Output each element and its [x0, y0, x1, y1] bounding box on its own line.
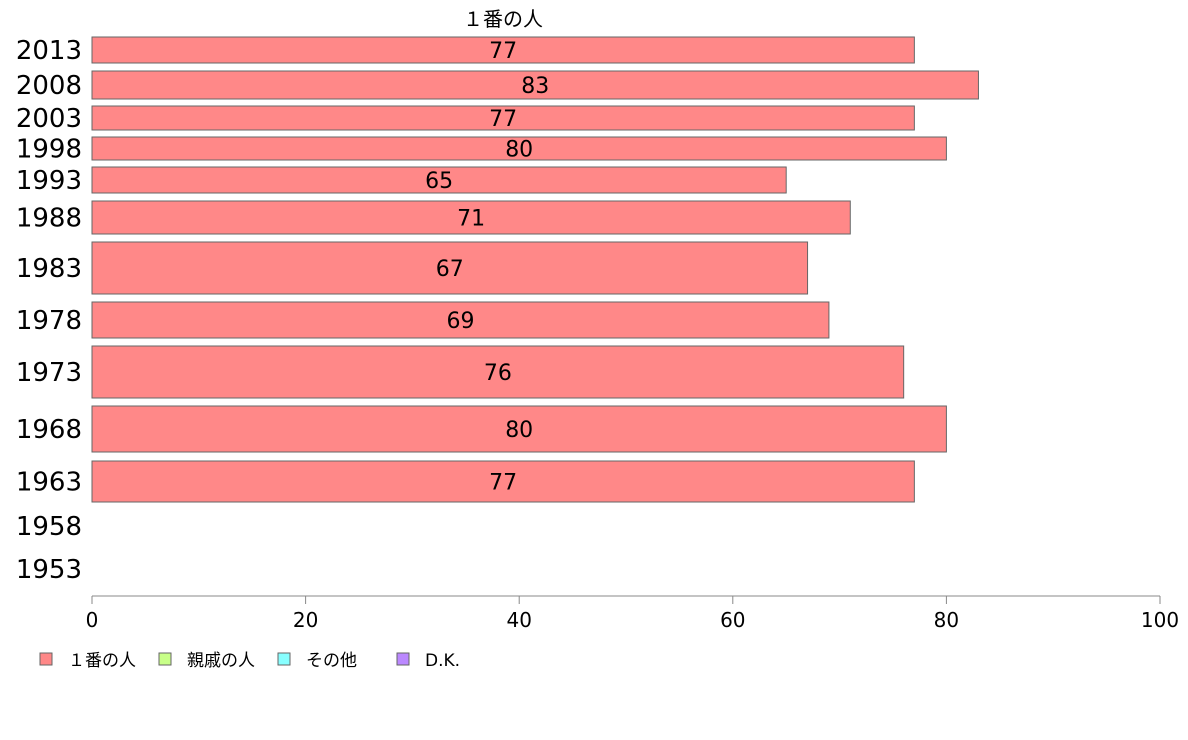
category-label-1968: 1968: [16, 415, 82, 445]
data-label-1983: 67: [436, 257, 464, 282]
bar-1968: [91, 405, 947, 453]
legend-swatch: [39, 652, 53, 666]
data-label-1963: 77: [489, 471, 517, 496]
data-label-1998: 80: [505, 138, 533, 163]
category-label-2013: 2013: [16, 36, 82, 66]
data-label-1968: 80: [505, 418, 533, 443]
legend-label: その他: [306, 651, 357, 671]
x-axis: 0 20 40 60 80 100: [86, 595, 1179, 632]
legend-label: 親戚の人: [187, 651, 255, 671]
bar-1973: [91, 345, 905, 399]
data-label-1988: 71: [457, 207, 485, 232]
category-label-1988: 1988: [16, 204, 82, 234]
data-label-2003: 77: [489, 107, 517, 132]
data-label-1993: 65: [425, 169, 453, 194]
category-label-1998: 1998: [16, 135, 82, 165]
category-label-1958: 1958: [16, 512, 82, 542]
bar-1983: [91, 241, 809, 295]
data-label-2013: 77: [489, 39, 517, 64]
x-tick-label: 20: [293, 608, 318, 632]
legend-swatch: [396, 652, 410, 666]
data-label-2008: 83: [521, 74, 549, 99]
x-tick-label: 40: [506, 608, 531, 632]
bar-1998: [91, 136, 947, 161]
category-label-1983: 1983: [16, 254, 82, 284]
category-label-1963: 1963: [16, 468, 82, 498]
data-label-1978: 69: [446, 309, 474, 334]
bar-2003: [91, 105, 915, 131]
bar-1963: [91, 460, 915, 503]
x-tick-label: 100: [1141, 608, 1179, 632]
x-tick-label: 60: [720, 608, 745, 632]
category-label-2003: 2003: [16, 104, 82, 134]
x-tick-label: 0: [86, 608, 99, 632]
bar-1978: [91, 301, 830, 339]
data-label-1973: 76: [484, 361, 512, 386]
category-label-1953: 1953: [16, 555, 82, 585]
bar-1993: [91, 166, 787, 194]
legend-swatch: [277, 652, 291, 666]
bar-1988: [91, 200, 851, 235]
legend-label: １番の人: [68, 651, 136, 671]
category-label-1993: 1993: [16, 166, 82, 196]
bar-2008: [91, 70, 979, 100]
x-tick-label: 80: [934, 608, 959, 632]
category-label-1978: 1978: [16, 306, 82, 336]
chart-title: １番の人: [463, 7, 543, 31]
legend: １番の人 親戚の人 その他 D.K.: [39, 651, 460, 671]
bar-2013: [91, 36, 915, 64]
legend-swatch: [158, 652, 172, 666]
category-label-2008: 2008: [16, 71, 82, 101]
legend-label: D.K.: [425, 651, 460, 671]
category-label-1973: 1973: [16, 358, 82, 388]
